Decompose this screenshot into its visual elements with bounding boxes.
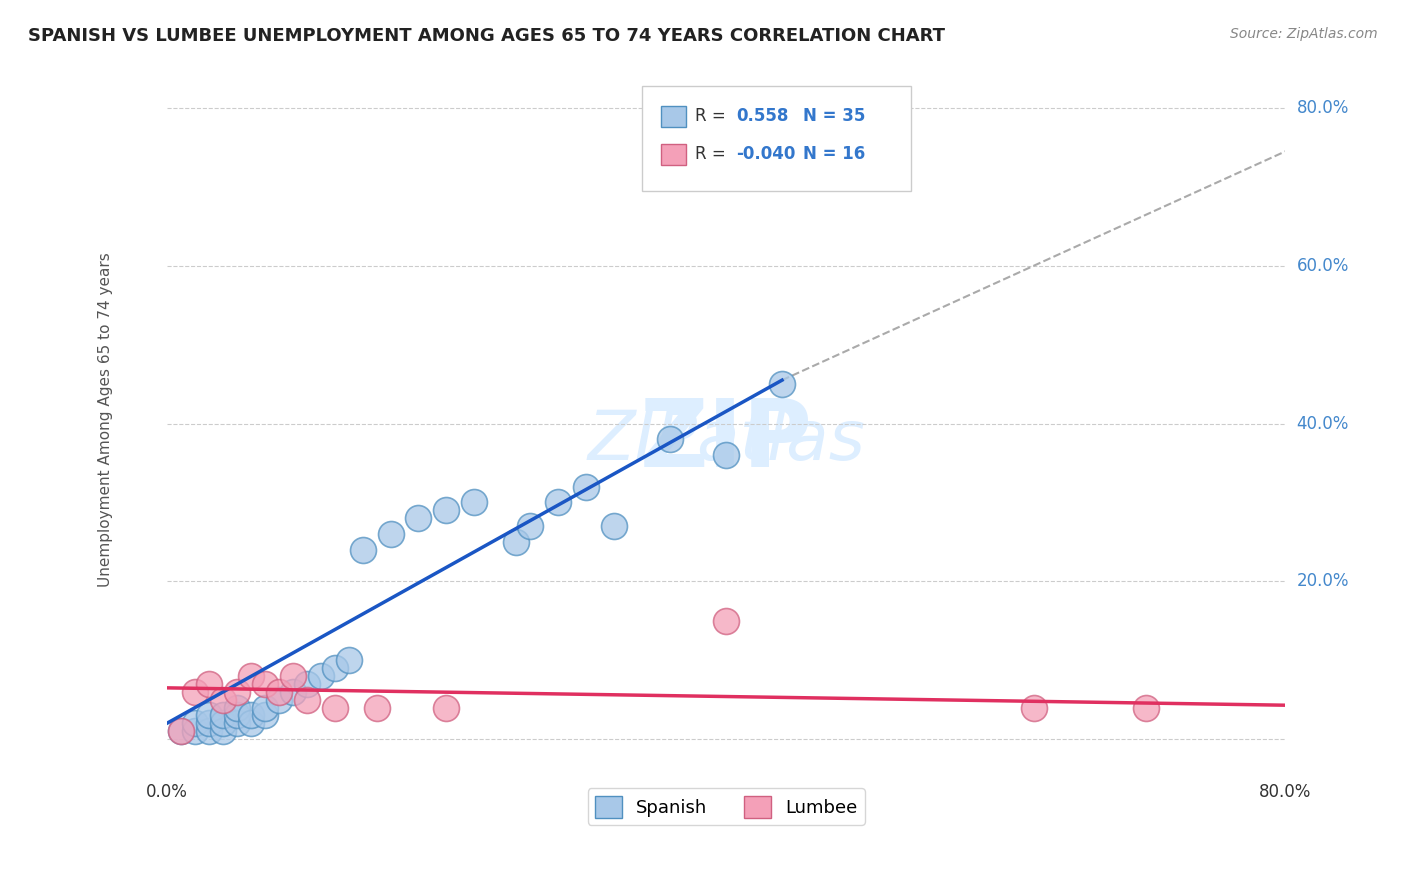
Point (575, 480, 598, 494)
Point (239, 708, 262, 723)
Text: ZIPatlas: ZIPatlas (588, 407, 865, 475)
Point (197, 708, 219, 723)
Text: 80.0%: 80.0% (1260, 782, 1312, 800)
Text: -0.040: -0.040 (737, 145, 796, 163)
Point (436, 700, 458, 714)
Point (170, 724, 193, 739)
Text: 0.0%: 0.0% (146, 782, 188, 800)
Point (170, 724, 193, 739)
Text: N = 16: N = 16 (803, 145, 866, 163)
Text: R =: R = (695, 107, 735, 125)
Point (211, 716, 233, 731)
Text: Unemployment Among Ages 65 to 74 years: Unemployment Among Ages 65 to 74 years (98, 252, 112, 587)
Point (714, 614, 737, 628)
Text: 80.0%: 80.0% (1296, 99, 1348, 117)
Point (519, 519, 541, 533)
Legend: Spanish, Lumbee: Spanish, Lumbee (588, 789, 865, 825)
Point (295, 677, 318, 691)
Point (323, 700, 346, 714)
FancyBboxPatch shape (661, 106, 686, 127)
Text: Source: ZipAtlas.com: Source: ZipAtlas.com (1230, 27, 1378, 41)
FancyBboxPatch shape (661, 144, 686, 165)
Point (225, 685, 247, 699)
Point (603, 519, 626, 533)
Point (352, 542, 374, 557)
Text: 20.0%: 20.0% (1296, 573, 1350, 591)
Point (436, 503, 458, 517)
Text: SPANISH VS LUMBEE UNEMPLOYMENT AMONG AGES 65 TO 74 YEARS CORRELATION CHART: SPANISH VS LUMBEE UNEMPLOYMENT AMONG AGE… (28, 27, 945, 45)
Point (323, 661, 346, 675)
Point (197, 724, 219, 739)
Point (184, 724, 207, 739)
Point (267, 692, 290, 706)
Point (281, 669, 304, 683)
Point (505, 535, 527, 549)
Point (197, 716, 219, 731)
FancyBboxPatch shape (643, 86, 911, 192)
Point (253, 708, 276, 723)
Point (770, 377, 793, 392)
Point (408, 511, 430, 525)
Point (184, 716, 207, 731)
Point (211, 692, 233, 706)
Point (1022, 700, 1045, 714)
Point (463, 495, 485, 509)
Point (281, 685, 304, 699)
Point (295, 692, 318, 706)
Point (211, 708, 233, 723)
Point (253, 700, 276, 714)
Point (253, 677, 276, 691)
Point (267, 685, 290, 699)
Point (309, 669, 332, 683)
Text: 40.0%: 40.0% (1296, 415, 1348, 433)
Point (211, 724, 233, 739)
Point (659, 433, 682, 447)
Point (184, 685, 207, 699)
Point (225, 716, 247, 731)
Text: 60.0%: 60.0% (1296, 257, 1348, 275)
Point (366, 700, 388, 714)
Point (714, 448, 737, 462)
Point (1135, 700, 1157, 714)
Point (239, 716, 262, 731)
Point (225, 700, 247, 714)
Text: N = 35: N = 35 (803, 107, 866, 125)
Text: 0.558: 0.558 (737, 107, 789, 125)
Point (239, 669, 262, 683)
Text: ZIP: ZIP (640, 394, 813, 487)
Point (380, 527, 402, 541)
Point (547, 495, 569, 509)
Text: R =: R = (695, 145, 731, 163)
Point (225, 708, 247, 723)
Point (197, 677, 219, 691)
Point (337, 653, 360, 667)
